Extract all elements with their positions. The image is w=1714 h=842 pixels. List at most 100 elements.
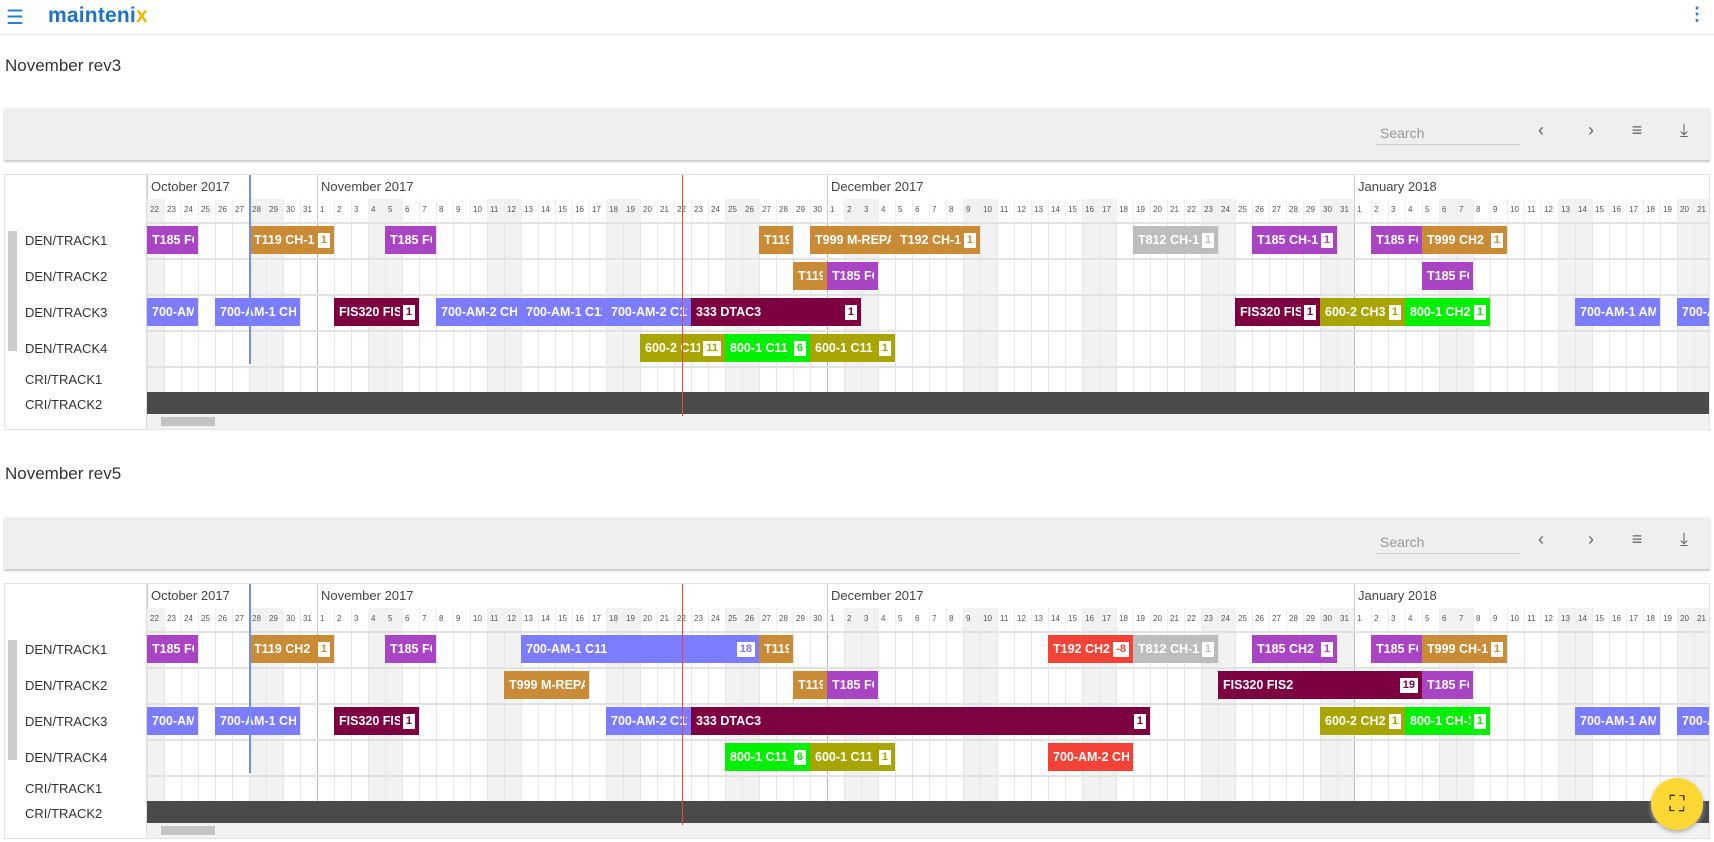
task-bar[interactable]: 600-1 C11 1 [810,743,895,771]
search-input[interactable] [1376,121,1520,144]
task-bar[interactable]: T185 FC [1422,262,1473,290]
task-bar[interactable]: 600-1 C11 1 [810,334,895,362]
chevron-left-icon[interactable]: ‹ [1538,120,1544,140]
task-bar[interactable]: 333 DTAC3 1 [691,298,861,326]
task-bar[interactable]: 700-AM-2 C11 [606,298,691,326]
gantt-chart: DEN/TRACK1 DEN/TRACK2 DEN/TRACK3 DEN/TRACK4… [4,583,1710,839]
more-options-icon[interactable]: ⋮ [1688,4,1706,24]
task-bar[interactable]: T185 FC [1371,226,1422,254]
day-column [1167,222,1184,416]
task-bar[interactable]: T185 FC [385,226,436,254]
task-bar[interactable]: 700-AM-1 AM [1575,707,1660,735]
task-bar[interactable]: 700-AM-2 C11 [606,707,691,735]
task-badge: 1 [1473,304,1486,320]
day-label: 18 [606,199,623,222]
task-label: 333 DTAC3 [696,305,762,319]
day-label: 3 [861,199,878,222]
task-bar[interactable]: 700-AM [147,298,198,326]
task-bar[interactable]: 700-AM-1 C11 18 [521,635,759,663]
task-bar[interactable]: T185 FC [147,635,198,663]
task-bar[interactable]: T119 [759,226,793,254]
task-bar[interactable]: 800-1 CH2 1 [1405,298,1490,326]
task-bar[interactable]: T119 [793,671,827,699]
day-label: 29 [793,199,810,222]
task-bar[interactable]: 700-A [1677,298,1709,326]
task-bar[interactable]: 700-AM-1 C11 [521,298,606,326]
scrollbar-thumb[interactable] [161,417,215,426]
fullscreen-button[interactable]: ⛶ [1651,778,1703,830]
task-bar[interactable]: T185 FC [1371,635,1422,663]
task-bar[interactable]: 600-2 CH3 1 [1320,298,1405,326]
task-bar[interactable]: T192 CH-1 1 [895,226,980,254]
download-icon[interactable]: ⤓ [1680,120,1688,140]
task-bar[interactable]: 600-2 CH2 1 [1320,707,1405,735]
task-bar[interactable]: 700-AM-1 CH [215,707,300,735]
day-label: 25 [1235,199,1252,222]
task-bar[interactable]: 700-AM-1 CH [215,298,300,326]
task-bar[interactable]: T185 CH-1 1 [1252,226,1337,254]
task-bar[interactable]: 700-AM-1 AM [1575,298,1660,326]
task-bar[interactable]: T999 M-REPAI [504,671,589,699]
horizontal-scrollbar[interactable] [147,414,1709,429]
chevron-left-icon[interactable]: ‹ [1538,529,1544,549]
day-column [1558,222,1575,416]
download-icon[interactable]: ⤓ [1680,529,1688,549]
day-label: 24 [1218,199,1235,222]
task-bar[interactable]: T185 FC [147,226,198,254]
chevron-right-icon[interactable]: › [1588,529,1594,549]
day-label: 7 [929,608,946,631]
vertical-scrollbar[interactable] [8,640,17,760]
today-line [682,175,683,416]
day-label: 27 [759,199,776,222]
task-bar[interactable]: T119 [759,635,793,663]
task-bar[interactable]: 800-1 CH-1 1 [1405,707,1490,735]
day-label: 26 [1252,199,1269,222]
task-bar[interactable]: 700-AM-2 CH [436,298,521,326]
task-bar[interactable]: 700-AM-2 CH [1048,743,1133,771]
task-bar[interactable]: T999 CH2 1 [1422,226,1507,254]
filter-icon[interactable]: ≡ [1631,529,1643,549]
search-field[interactable]: Search [1376,121,1520,145]
task-bar[interactable]: T185 FC [1422,671,1473,699]
hamburger-menu-icon[interactable]: ☰ [6,7,24,29]
task-bar[interactable]: T185 CH2 1 [1252,635,1337,663]
day-label: 23 [1201,608,1218,631]
day-column [1252,631,1269,825]
task-bar[interactable]: FIS320 FIS61 [334,298,419,326]
task-bar[interactable]: T119 CH2 1 [249,635,334,663]
task-label: T119 [764,642,789,656]
filter-icon[interactable]: ≡ [1631,120,1643,140]
day-label: 3 [1388,608,1405,631]
task-bar[interactable]: T999 M-REPAI [810,226,895,254]
task-bar[interactable]: 700-AM [147,707,198,735]
task-bar[interactable]: T812 CH-1 1 [1133,226,1218,254]
search-field[interactable]: Search [1376,530,1520,554]
scrollbar-thumb[interactable] [161,826,215,835]
task-bar[interactable]: 700-A [1677,707,1709,735]
task-bar[interactable]: T185 FC [827,262,878,290]
task-bar[interactable]: 800-1 C11 6 [725,334,810,362]
task-bar[interactable]: 333 DTAC3 1 [691,707,1150,735]
task-bar[interactable]: T185 FC [827,671,878,699]
chevron-right-icon[interactable]: › [1588,120,1594,140]
search-input[interactable] [1376,530,1520,553]
task-bar[interactable]: T185 FC [385,635,436,663]
horizontal-scrollbar[interactable] [147,823,1709,838]
task-bar[interactable]: T812 CH-1 1 [1133,635,1218,663]
task-bar[interactable]: T192 CH2 -8 [1048,635,1133,663]
task-bar[interactable]: T999 CH-1 1 [1422,635,1507,663]
day-label: 21 [1167,199,1184,222]
task-bar[interactable]: T119 CH-1 1 [249,226,334,254]
day-column [1150,222,1167,416]
day-label: 9 [1490,608,1507,631]
task-bar[interactable]: FIS320 FIS61 [334,707,419,735]
task-bar[interactable]: 800-1 C11 6 [725,743,810,771]
day-column [1286,631,1303,825]
task-bar[interactable]: T119 [793,262,827,290]
task-label: T119 CH-1 [254,233,315,247]
task-bar[interactable]: FIS320 FIS2 19 [1218,671,1422,699]
day-label: 4 [1405,199,1422,222]
day-column [1490,222,1507,416]
vertical-scrollbar[interactable] [8,231,17,351]
